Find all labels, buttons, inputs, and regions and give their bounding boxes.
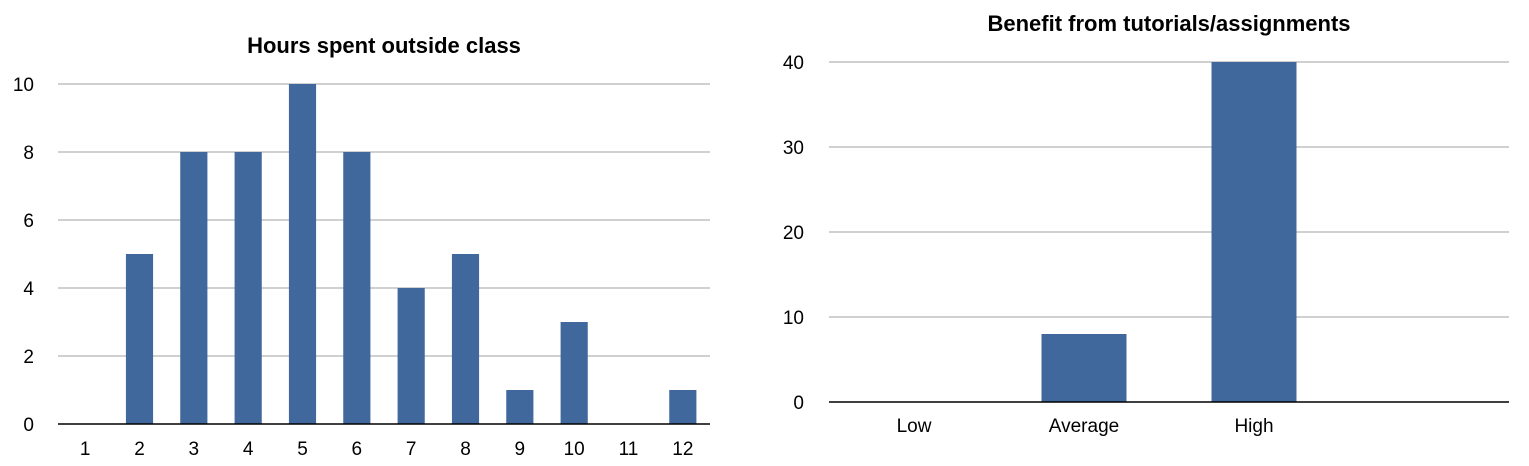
benefit-chart-y-ticks: 0 10 20 30 40: [783, 53, 804, 414]
benefit-x-tick-label: Average: [1049, 416, 1119, 437]
hours-chart-bars: [58, 84, 710, 425]
hours-y-tick-label: 4: [23, 279, 34, 300]
hours-x-tick-label: 6: [352, 439, 363, 460]
hours-x-tick-label: 5: [297, 439, 308, 460]
hours-x-tick-label: 7: [406, 439, 417, 460]
benefit-chart-x-ticks: Low Average High: [897, 416, 1274, 437]
hours-x-tick-label: 1: [80, 439, 91, 460]
hours-x-tick-label: 12: [672, 439, 693, 460]
benefit-y-tick-label: 30: [783, 138, 804, 159]
hours-bar-4: [234, 152, 262, 424]
hours-x-tick-label: 10: [564, 439, 585, 460]
hours-y-tick-label: 8: [23, 143, 34, 164]
benefit-x-tick-label: High: [1234, 416, 1273, 437]
hours-bar-10: [560, 322, 588, 424]
hours-bar-5: [288, 84, 317, 424]
benefit-y-tick-label: 20: [783, 223, 804, 244]
benefit-chart-title: Benefit from tutorials/assignments: [987, 11, 1350, 36]
hours-bar-8: [451, 254, 480, 424]
hours-x-tick-label: 4: [243, 439, 254, 460]
hours-chart-y-ticks: 0 2 4 6 8 10: [13, 75, 35, 436]
hours-chart-title: Hours spent outside class: [247, 33, 521, 58]
hours-y-tick-label: 6: [23, 211, 34, 232]
benefit-y-tick-label: 0: [793, 393, 804, 414]
hours-y-tick-label: 0: [23, 415, 34, 436]
benefit-x-tick-label: Low: [897, 416, 932, 437]
hours-chart-gridlines: [58, 83, 710, 357]
hours-y-tick-label: 2: [23, 347, 34, 368]
benefit-y-tick-label: 40: [783, 53, 804, 74]
hours-bar-3: [180, 152, 208, 424]
hours-x-tick-label: 11: [619, 439, 639, 460]
hours-x-tick-label: 9: [515, 439, 526, 460]
hours-bar-7: [397, 288, 425, 424]
hours-bar-6: [343, 152, 371, 424]
benefit-chart-gridlines: [829, 61, 1509, 318]
benefit-y-tick-label: 10: [783, 308, 804, 329]
hours-x-tick-label: 2: [134, 439, 145, 460]
benefit-chart: Benefit from tutorials/assignments 0 10 20…: [783, 11, 1509, 437]
hours-chart-x-ticks: 1 2 3 4 5 6 7 8 9 10 11 12: [80, 439, 694, 460]
benefit-bar-high: [1211, 62, 1297, 402]
benefit-bar-average: [1041, 334, 1127, 402]
benefit-chart-bars: [829, 62, 1509, 403]
hours-bar-12: [669, 390, 697, 424]
hours-x-tick-label: 8: [460, 439, 471, 460]
hours-bar-2: [125, 254, 154, 424]
hours-bar-9: [506, 390, 534, 424]
hours-x-tick-label: 3: [189, 439, 200, 460]
hours-y-tick-label: 10: [13, 75, 34, 96]
